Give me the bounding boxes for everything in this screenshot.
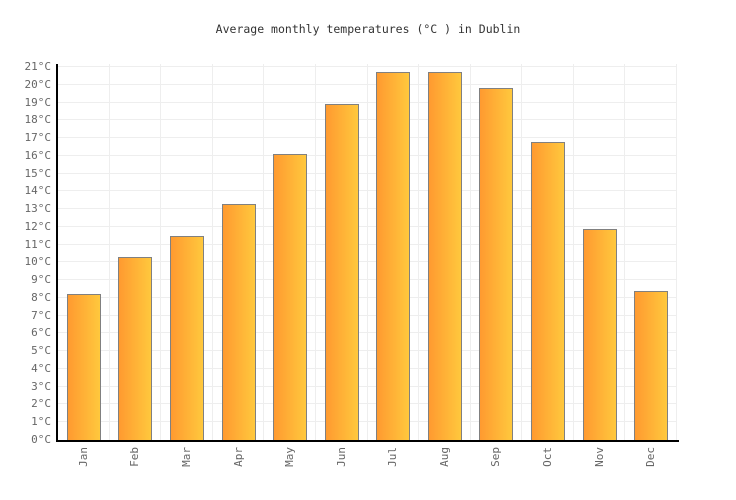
- x-axis-label: Aug: [438, 447, 451, 467]
- y-axis-tick-label: 10°C: [24, 255, 52, 268]
- x-axis-label: Jul: [386, 447, 399, 467]
- gridline-vertical: [315, 64, 316, 440]
- gridline-horizontal: [58, 208, 677, 209]
- y-axis-tick-label: 9°C: [31, 273, 51, 286]
- y-axis-tick-label: 3°C: [31, 380, 51, 393]
- x-axis-label: Oct: [541, 447, 554, 467]
- gridline-vertical: [109, 64, 110, 440]
- x-axis-label: Mar: [180, 447, 193, 467]
- gridline-horizontal: [58, 155, 677, 156]
- bar-oct: [531, 142, 565, 440]
- y-axis-tick-label: 11°C: [24, 238, 52, 251]
- gridline-horizontal: [58, 403, 677, 404]
- x-axis-label: Jun: [335, 447, 348, 467]
- bar-aug: [428, 72, 462, 440]
- chart-title: Average monthly temperatures (°C ) in Du…: [215, 22, 521, 36]
- bar-jun: [325, 104, 359, 440]
- x-axis-label: Nov: [593, 447, 606, 467]
- x-axis-label: Sep: [489, 447, 502, 467]
- gridline-vertical: [263, 64, 264, 440]
- y-axis-tick-label: 0°C: [31, 433, 51, 446]
- bar-apr: [222, 204, 256, 440]
- y-axis-tick-label: 8°C: [31, 291, 51, 304]
- x-axis-label: Dec: [644, 447, 657, 467]
- y-axis-tick-label: 17°C: [24, 131, 52, 144]
- gridline-vertical: [521, 64, 522, 440]
- gridline-horizontal: [58, 350, 677, 351]
- gridline-horizontal: [58, 137, 677, 138]
- gridline-horizontal: [58, 386, 677, 387]
- y-axis-tick-label: 7°C: [31, 309, 51, 322]
- y-axis-tick-label: 20°C: [24, 78, 52, 91]
- gridline-vertical: [573, 64, 574, 440]
- gridline-horizontal: [58, 173, 677, 174]
- gridline-horizontal: [58, 102, 677, 103]
- bar-nov: [583, 229, 617, 440]
- gridline-horizontal: [58, 190, 677, 191]
- gridline-vertical: [470, 64, 471, 440]
- bar-may: [273, 154, 307, 440]
- plot-area: [58, 64, 677, 440]
- gridline-horizontal: [58, 279, 677, 280]
- gridline-vertical: [160, 64, 161, 440]
- gridline-horizontal: [58, 421, 677, 422]
- gridline-vertical: [418, 64, 419, 440]
- gridline-vertical: [367, 64, 368, 440]
- y-axis-tick-label: 14°C: [24, 184, 52, 197]
- y-axis-tick-label: 19°C: [24, 96, 52, 109]
- gridline-horizontal: [58, 84, 677, 85]
- gridline-horizontal: [58, 226, 677, 227]
- gridline-horizontal: [58, 244, 677, 245]
- y-axis-tick-label: 1°C: [31, 415, 51, 428]
- y-axis-tick-label: 4°C: [31, 362, 51, 375]
- y-axis-tick-label: 13°C: [24, 202, 52, 215]
- y-axis-tick-label: 6°C: [31, 326, 51, 339]
- y-axis-tick-label: 16°C: [24, 149, 52, 162]
- bar-feb: [118, 257, 152, 440]
- y-axis-tick-label: 21°C: [24, 60, 52, 73]
- gridline-horizontal: [58, 368, 677, 369]
- gridline-horizontal: [58, 261, 677, 262]
- gridline-horizontal: [58, 297, 677, 298]
- x-axis-label: May: [283, 447, 296, 467]
- y-axis-tick-label: 12°C: [24, 220, 52, 233]
- bar-sep: [479, 88, 513, 440]
- y-axis-line: [56, 64, 58, 442]
- gridline-horizontal: [58, 315, 677, 316]
- gridline-horizontal: [58, 119, 677, 120]
- x-axis-label: Apr: [232, 447, 245, 467]
- gridline-horizontal: [58, 332, 677, 333]
- gridline-vertical: [212, 64, 213, 440]
- x-axis-label: Jan: [77, 447, 90, 467]
- x-axis-label: Feb: [128, 447, 141, 467]
- bar-jan: [67, 294, 101, 440]
- y-axis-tick-label: 18°C: [24, 113, 52, 126]
- y-axis-tick-label: 15°C: [24, 167, 52, 180]
- gridline-horizontal: [58, 66, 677, 67]
- bar-jul: [376, 72, 410, 440]
- y-axis-tick-label: 5°C: [31, 344, 51, 357]
- gridline-vertical: [676, 64, 677, 440]
- x-axis-line: [56, 440, 679, 442]
- gridline-vertical: [624, 64, 625, 440]
- y-axis-tick-label: 2°C: [31, 397, 51, 410]
- bar-dec: [634, 291, 668, 440]
- bar-mar: [170, 236, 204, 440]
